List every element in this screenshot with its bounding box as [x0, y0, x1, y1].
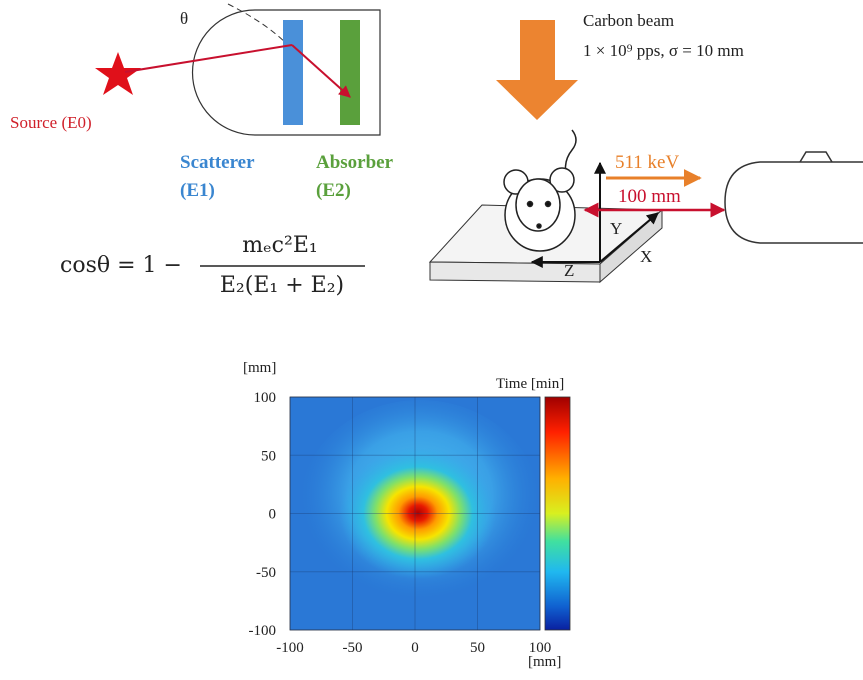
x-tick-label: 0: [411, 640, 419, 656]
beam-arrow: [496, 20, 578, 120]
beam-spec: 1 × 10⁹ pps, σ = 10 mm: [583, 41, 744, 60]
gamma-label: 511 keV: [615, 152, 679, 173]
colorbar: [545, 397, 570, 630]
scatterer-label: Scatterer: [180, 152, 255, 173]
absorber-label: Absorber: [316, 152, 394, 173]
y-unit: [mm]: [243, 360, 276, 376]
colorbar-label: Time [min]: [496, 376, 564, 392]
formula-numerator: mₑc²E₁: [242, 233, 317, 258]
scatterer-block: [283, 20, 303, 125]
x-tick-label: 100: [529, 640, 552, 656]
figure: θ Source (E0) Scatterer (E1) Absorber (E…: [0, 0, 863, 680]
axis-x-label: X: [640, 247, 652, 266]
absorber-energy: (E2): [316, 180, 351, 201]
source-label: Source (E0): [10, 113, 92, 132]
x-tick-label: -100: [276, 640, 304, 656]
axis-z-label: Z: [564, 261, 574, 280]
ray: [125, 45, 292, 72]
x-unit: [mm]: [528, 654, 561, 670]
platform-front: [430, 262, 600, 282]
formula-denominator: E₂(E₁ + E₂): [220, 273, 344, 298]
y-tick-label: -50: [256, 565, 276, 581]
y-tick-label: 0: [269, 507, 277, 523]
x-tick-label: 50: [470, 640, 485, 656]
y-tick-label: 100: [254, 390, 277, 406]
source-star: [95, 52, 141, 95]
theta-label: θ: [180, 9, 188, 28]
y-tick-label: -100: [249, 623, 277, 639]
detector: [725, 162, 863, 243]
detector-handle: [800, 152, 832, 162]
axis-y-label: Y: [610, 219, 622, 238]
mouse: [504, 130, 576, 251]
distance-label: 100 mm: [618, 186, 681, 207]
formula: cosθ = 1 − mₑc²E₁ E₂(E₁ + E₂): [60, 233, 365, 298]
beam-label: Carbon beam: [583, 11, 674, 30]
x-tick-label: -50: [343, 640, 363, 656]
formula-lhs: cosθ = 1 −: [60, 253, 182, 278]
y-tick-label: 50: [261, 448, 276, 464]
absorber-block: [340, 20, 360, 125]
scatterer-energy: (E1): [180, 180, 215, 201]
